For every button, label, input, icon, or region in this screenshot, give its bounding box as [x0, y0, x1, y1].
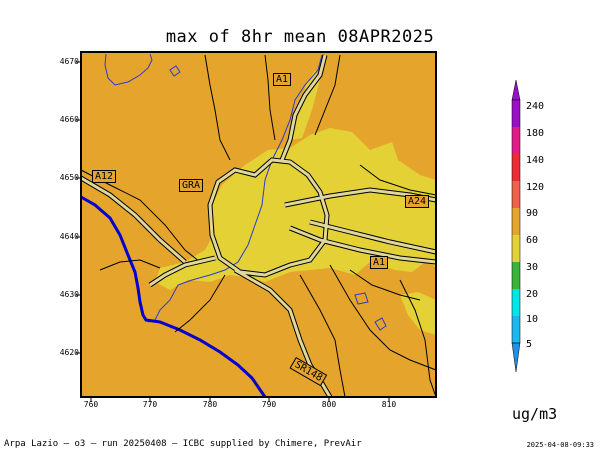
colorbar-tick-label: 30 [526, 262, 539, 273]
colorbar-tick-label: 140 [526, 155, 545, 166]
y-tick-label: 4620 [59, 348, 79, 357]
y-tick-label: 4630 [59, 290, 79, 299]
colorbar-tick-label: 10 [526, 314, 539, 325]
road-label-a24: A24 [405, 195, 430, 208]
colorbar-band-30 [512, 262, 520, 289]
colorbar-band-60 [512, 235, 520, 262]
x-tick-label: 810 [381, 400, 397, 409]
x-tick-label: 760 [83, 400, 99, 409]
colorbar-band-180 [512, 127, 520, 154]
colorbar-tick-label: 60 [526, 235, 539, 246]
colorbar-top-arrow [511, 79, 521, 101]
colorbar-band-120 [512, 181, 520, 208]
x-tick-label: 800 [321, 400, 337, 409]
northern-lake [104, 53, 153, 86]
x-tick-label: 770 [142, 400, 158, 409]
colorbar-tick-label: 5 [526, 339, 533, 350]
tiber-river [147, 54, 323, 323]
colorbar-band-240 [512, 100, 520, 127]
axis-ticks [76, 61, 390, 402]
y-tick-label: 4670 [59, 57, 79, 66]
colorbar-frame [511, 99, 521, 344]
high-ozone-zone-east [400, 292, 436, 335]
coastline [80, 195, 267, 398]
footer-timestamp: 2025-04-08-09:33 [526, 441, 594, 449]
pond-southeast [354, 292, 369, 305]
colorbar-band-90 [512, 208, 520, 235]
colorbar-band-20 [512, 289, 520, 316]
colorbar-tick-label: 90 [526, 208, 539, 219]
municipal-boundaries [80, 54, 437, 398]
colorbar-units: ug/m3 [512, 405, 558, 423]
y-tick-label: 4650 [59, 173, 79, 182]
x-tick-label: 790 [261, 400, 277, 409]
road-label-a12: A12 [92, 170, 117, 183]
colorbar-band-140 [512, 154, 520, 181]
pond-east [374, 317, 387, 331]
y-tick-label: 4640 [59, 232, 79, 241]
colorbar-bottom-arrow [511, 342, 521, 373]
road-label-gra: GRA [179, 179, 204, 192]
road-label-a1-south: A1 [370, 256, 389, 269]
colorbar-tick-label: 120 [526, 182, 545, 193]
colorbar-tick-label: 180 [526, 128, 545, 139]
map-title: max of 8hr mean 08APR2025 [165, 27, 435, 47]
colorbar-tick-label: 20 [526, 289, 539, 300]
x-tick-label: 780 [202, 400, 218, 409]
colorbar-tick-label: 240 [526, 101, 545, 112]
y-tick-label: 4660 [59, 115, 79, 124]
footer-credits: Arpa Lazio — o3 — run 20250408 — ICBC su… [4, 439, 362, 449]
colorbar [511, 79, 521, 373]
plot-frame [80, 51, 437, 398]
road-label-a1-north: A1 [273, 73, 292, 86]
colorbar-band-10 [512, 316, 520, 343]
small-lake [169, 65, 181, 77]
